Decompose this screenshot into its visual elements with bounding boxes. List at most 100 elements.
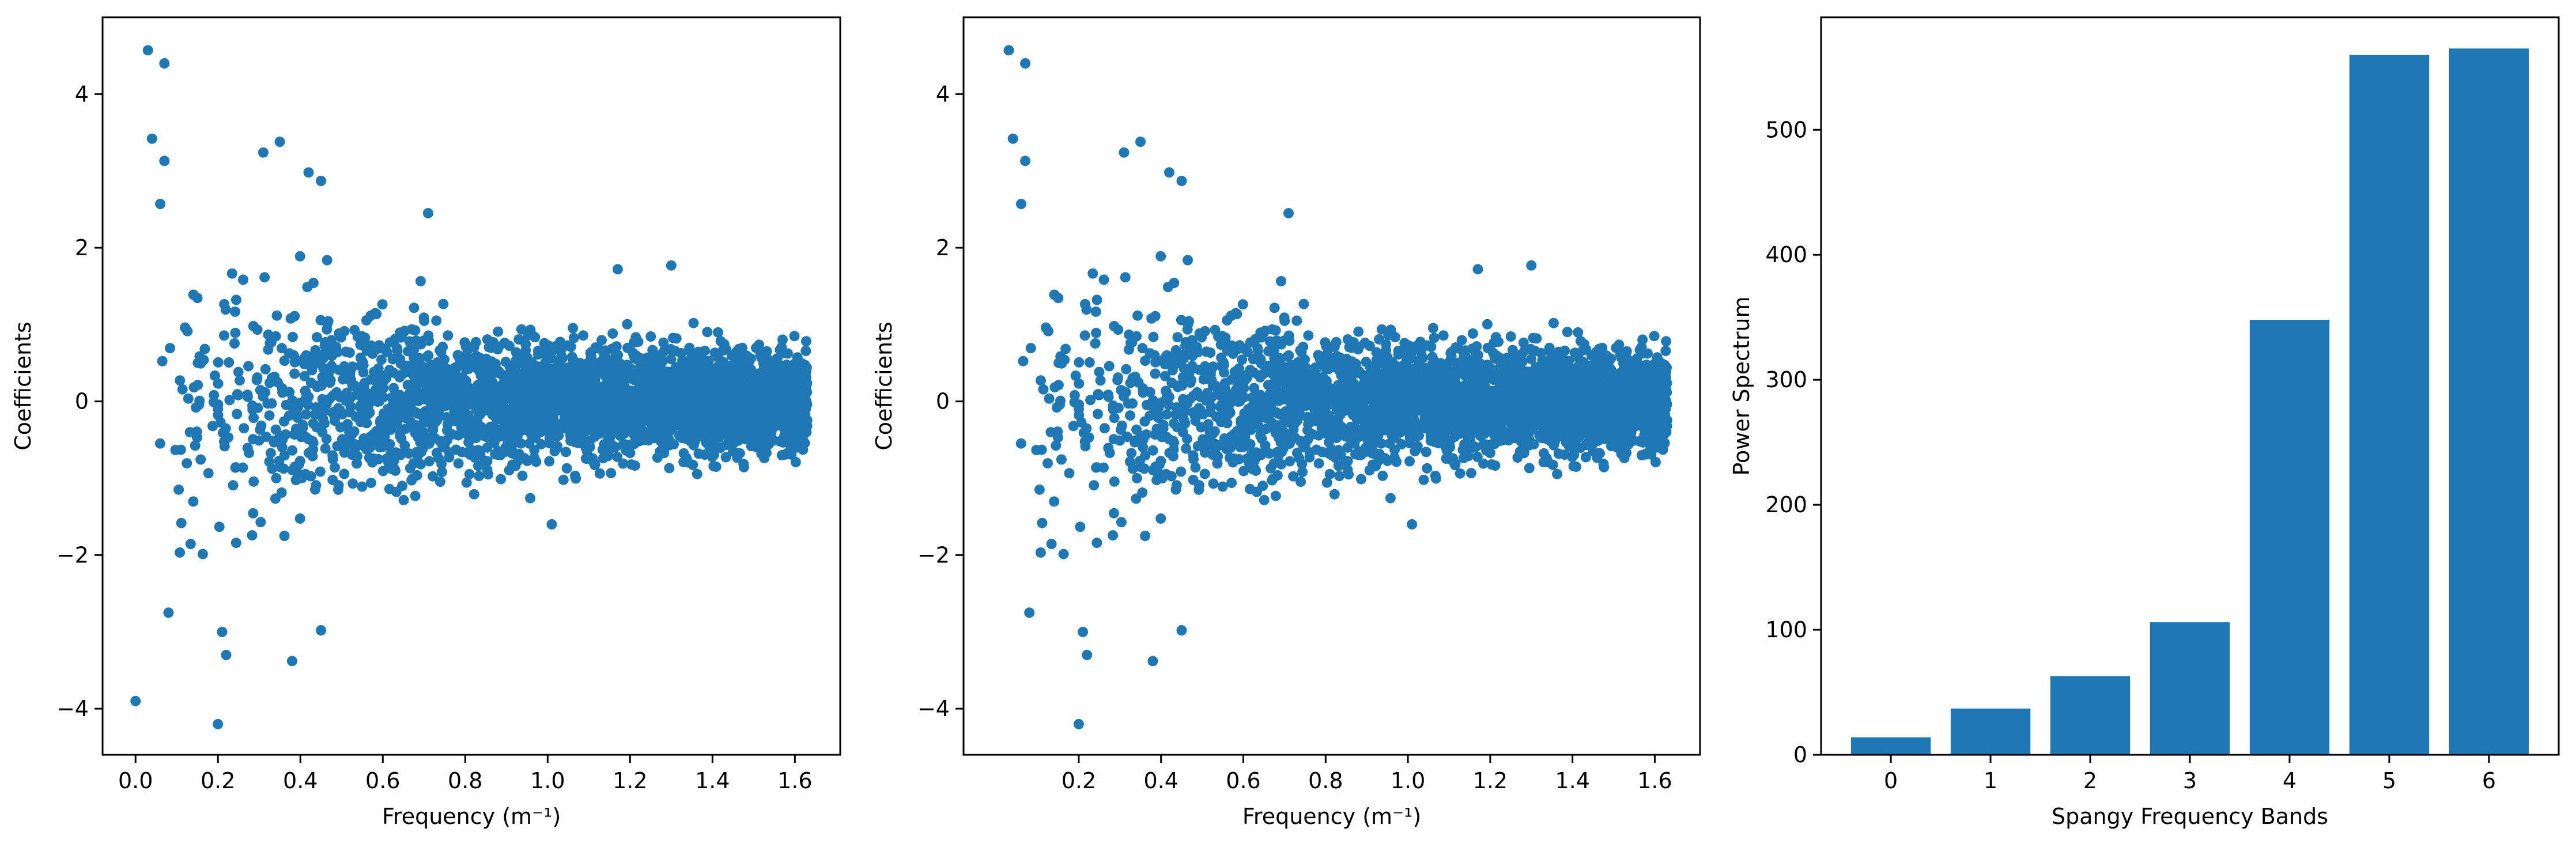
scatter-point bbox=[629, 460, 640, 471]
scatter-point bbox=[347, 449, 357, 460]
scatter-point bbox=[1060, 343, 1071, 354]
scatter-point bbox=[209, 370, 220, 381]
scatter-point bbox=[562, 367, 573, 378]
scatter-point bbox=[224, 395, 235, 406]
scatter-point bbox=[776, 344, 787, 354]
scatter-point bbox=[377, 432, 388, 443]
scatter-point bbox=[194, 399, 205, 410]
scatter-point bbox=[217, 428, 228, 438]
scatter-point bbox=[349, 438, 360, 449]
scatter-point bbox=[339, 361, 350, 372]
scatter-point bbox=[508, 447, 518, 457]
scatter-point bbox=[188, 496, 199, 507]
scatter-point bbox=[348, 478, 358, 489]
scatter-point bbox=[647, 409, 658, 419]
scatter-point bbox=[733, 392, 744, 403]
scatter-point bbox=[488, 366, 499, 377]
scatter-point bbox=[1321, 477, 1332, 488]
scatter-point bbox=[426, 394, 437, 405]
scatter-point bbox=[579, 407, 590, 418]
scatter-point bbox=[571, 409, 581, 419]
scatter-point bbox=[465, 449, 475, 460]
scatter-point bbox=[1342, 442, 1353, 453]
scatter-point bbox=[520, 403, 531, 414]
scatter-point bbox=[290, 475, 301, 486]
scatter-point bbox=[450, 409, 461, 419]
scatter-point bbox=[386, 447, 396, 458]
scatter-point bbox=[570, 421, 581, 432]
scatter-point bbox=[463, 423, 474, 434]
scatter-point bbox=[726, 361, 736, 372]
scatter-point bbox=[666, 260, 677, 271]
scatter-point bbox=[192, 432, 203, 443]
scatter-point bbox=[737, 342, 747, 353]
scatter-point bbox=[764, 356, 775, 366]
scatter-point bbox=[711, 462, 722, 472]
scatter-point bbox=[320, 337, 331, 347]
scatter-point bbox=[375, 415, 386, 426]
scatter-point bbox=[395, 332, 406, 343]
scatter-point bbox=[252, 372, 263, 383]
scatter-point bbox=[429, 364, 440, 375]
scatter-point bbox=[528, 377, 539, 388]
scatter-point bbox=[435, 477, 445, 487]
scatter-point bbox=[323, 369, 334, 380]
scatter-point bbox=[452, 350, 463, 361]
scatter-point bbox=[751, 373, 762, 384]
scatter-point bbox=[230, 306, 240, 317]
scatter-point bbox=[155, 199, 166, 209]
scatter-point bbox=[347, 361, 358, 372]
scatter-point bbox=[482, 464, 493, 475]
scatter-point bbox=[547, 363, 558, 374]
scatter-point bbox=[370, 308, 381, 319]
scatter-point bbox=[285, 313, 296, 324]
scatter-point bbox=[699, 424, 710, 435]
scatter-point bbox=[717, 345, 728, 356]
scatter-point bbox=[707, 452, 717, 462]
scatter-point bbox=[409, 345, 419, 356]
scatter-point bbox=[364, 399, 375, 410]
scatter-point bbox=[786, 373, 797, 384]
scatter-point bbox=[1288, 471, 1299, 482]
scatter-point bbox=[456, 381, 467, 391]
scatter-point bbox=[154, 438, 165, 449]
scatter-point bbox=[264, 456, 275, 467]
scatter-point bbox=[611, 341, 622, 352]
scatter-point bbox=[411, 388, 421, 399]
scatter-point bbox=[373, 340, 384, 351]
scatter-point bbox=[1194, 328, 1205, 339]
scatter-point bbox=[482, 442, 493, 453]
scatter-point bbox=[622, 319, 633, 330]
scatter-point bbox=[1525, 343, 1536, 354]
scatter-point bbox=[173, 484, 184, 495]
scatter-point bbox=[376, 354, 387, 365]
scatter-point bbox=[401, 365, 411, 376]
scatter-point bbox=[470, 336, 481, 347]
x-tick-label: 0.6 bbox=[365, 768, 400, 793]
x-tick-label: 1.2 bbox=[613, 768, 647, 793]
left-scatter-points bbox=[130, 45, 813, 729]
scatter-point bbox=[331, 342, 342, 353]
scatter-point bbox=[307, 451, 318, 462]
scatter-point bbox=[357, 357, 368, 368]
scatter-point bbox=[492, 391, 503, 402]
scatter-point bbox=[1126, 448, 1137, 459]
scatter-point bbox=[233, 366, 244, 377]
scatter-point bbox=[215, 417, 226, 428]
scatter-point bbox=[268, 435, 279, 446]
scatter-point bbox=[1180, 418, 1191, 429]
scatter-point bbox=[605, 432, 615, 443]
scatter-point bbox=[308, 418, 319, 429]
scatter-point bbox=[159, 156, 170, 167]
scatter-point bbox=[548, 398, 559, 409]
scatter-point bbox=[1034, 484, 1045, 495]
scatter-point bbox=[142, 45, 153, 56]
scatter-point bbox=[436, 459, 447, 470]
scatter-point bbox=[310, 484, 320, 495]
scatter-point bbox=[800, 346, 811, 356]
scatter-point bbox=[683, 406, 694, 417]
scatter-point bbox=[278, 416, 289, 427]
scatter-point bbox=[721, 440, 732, 451]
scatter-point bbox=[546, 519, 557, 530]
